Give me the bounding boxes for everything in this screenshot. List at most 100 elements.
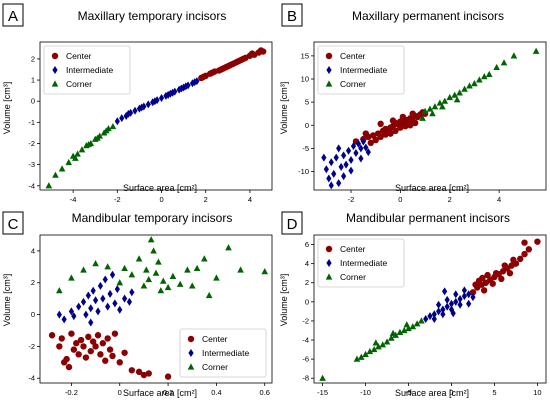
corner-point	[56, 287, 63, 294]
legend-label-corner: Corner	[340, 272, 366, 282]
legend-marker-center	[325, 52, 333, 60]
plot-frame	[313, 41, 547, 191]
corner-point	[357, 353, 365, 360]
intermediate-point	[341, 172, 347, 181]
corner-point	[140, 282, 148, 289]
center-point	[392, 127, 399, 134]
intermediate-point	[435, 307, 442, 316]
legend-marker-intermediate	[188, 349, 194, 357]
corner-point	[403, 321, 411, 328]
center-point	[372, 136, 379, 144]
center-point	[73, 340, 80, 347]
center-point	[231, 59, 238, 67]
intermediate-point	[95, 307, 101, 316]
legend-label-intermediate: Intermediate	[340, 258, 388, 268]
intermediate-point	[448, 299, 455, 308]
y-tick-label: 2	[31, 54, 35, 63]
corner-point	[159, 277, 167, 284]
plot-frame	[313, 234, 547, 384]
center-point	[164, 373, 172, 380]
corner-point	[94, 134, 101, 141]
legend-label-center: Center	[340, 244, 366, 254]
center-point	[135, 368, 143, 376]
corner-point	[532, 47, 540, 54]
intermediate-point	[80, 297, 87, 306]
corner-point	[184, 266, 191, 273]
corner-point	[383, 338, 391, 345]
center-point	[145, 370, 152, 377]
legend-label-intermediate: Intermediate	[340, 65, 388, 75]
center-point	[200, 73, 207, 81]
legend: Center Intermediate Corner	[317, 238, 405, 288]
intermediate-point	[453, 297, 459, 306]
corner-point	[476, 76, 483, 83]
x-tick-label: -0.2	[65, 388, 78, 397]
corner-point	[456, 89, 463, 96]
intermediate-point	[333, 153, 339, 162]
intermediate-point	[90, 286, 96, 295]
center-point	[521, 250, 528, 258]
chart-title: Mandibular permanent incisors	[346, 211, 510, 225]
corner-point	[201, 255, 208, 262]
intermediate-point	[117, 305, 123, 314]
y-axis-label: Volume [cm³]	[279, 274, 289, 327]
intermediate-point	[88, 304, 94, 313]
center-point	[377, 133, 384, 141]
center-point	[377, 120, 384, 128]
intermediate-point	[107, 289, 113, 298]
legend-marker-intermediate	[326, 66, 332, 74]
x-tick-label: 0.4	[211, 388, 221, 397]
x-tick-label: -10	[360, 388, 371, 397]
intermediate-point	[61, 315, 67, 324]
center-point	[106, 346, 114, 353]
intermediate-point	[112, 299, 118, 308]
x-tick-label: 0.2	[163, 388, 173, 397]
intermediate-point	[440, 310, 446, 319]
intermediate-point	[450, 309, 456, 318]
intermediate-point	[461, 292, 467, 301]
intermediate-point	[145, 100, 151, 109]
points-layer	[319, 238, 541, 381]
corner-point	[225, 244, 232, 251]
center-point	[99, 340, 107, 347]
center-point	[75, 351, 82, 358]
center-point	[387, 130, 394, 137]
corner-point	[150, 247, 157, 254]
y-tick-label: -4	[28, 374, 35, 383]
center-point	[97, 351, 104, 358]
intermediate-point	[328, 181, 334, 190]
intermediate-point	[119, 114, 125, 123]
intermediate-point	[453, 290, 459, 299]
corner-point	[145, 275, 153, 283]
x-tick-label: 0.6	[260, 388, 270, 397]
intermediate-point	[328, 158, 334, 167]
intermediate-point	[326, 174, 332, 183]
panel-c: C Mandibular temporary incisors -0.2 0 0.2 0.…	[2, 211, 273, 398]
y-tick-label: 0	[305, 121, 309, 130]
y-tick-label: 0	[31, 310, 35, 319]
legend-marker-corner	[51, 80, 59, 87]
corner-point	[409, 323, 417, 330]
intermediate-point	[336, 179, 342, 188]
intermediate-point	[363, 143, 369, 152]
intermediate-point	[343, 160, 349, 169]
x-tick-label: 0	[449, 388, 453, 397]
center-point	[85, 333, 92, 341]
intermediate-point	[358, 154, 364, 163]
legend-box	[43, 45, 131, 95]
intermediate-point	[466, 290, 472, 299]
center-point	[89, 338, 97, 345]
center-point	[399, 113, 407, 121]
center-point	[111, 330, 119, 337]
corner-point	[319, 374, 326, 381]
y-tick-label: 4	[31, 246, 35, 255]
x-tick-label: 2	[448, 195, 452, 204]
legend-box	[179, 328, 267, 378]
intermediate-point	[350, 142, 357, 151]
points-layer	[321, 47, 540, 190]
center-point	[479, 274, 486, 282]
intermediate-point	[83, 310, 89, 319]
panel-label: C	[8, 216, 19, 233]
x-axis-label: Surface area [cm²]	[395, 183, 469, 193]
